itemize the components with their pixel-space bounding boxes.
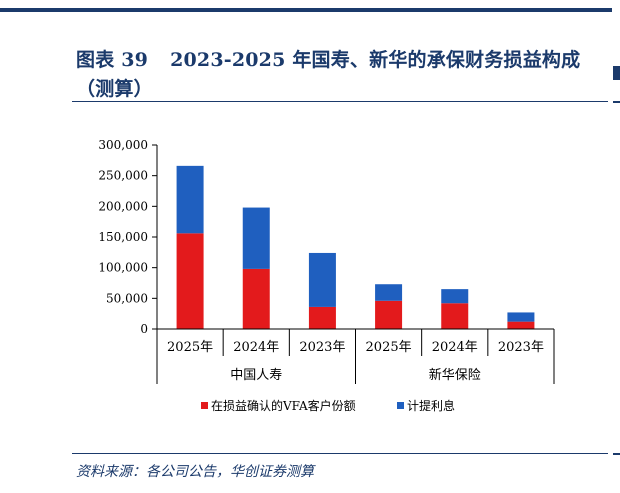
figure-label: 图表 39	[76, 49, 149, 71]
chart-legend: 在损益确认的VFA客户份额 计提利息	[201, 398, 455, 413]
source-note: 资料来源：各公司公告，华创证券测算	[76, 464, 314, 480]
bar-segment	[242, 268, 270, 329]
x-tick-label: 2024年	[233, 340, 279, 355]
y-tick-label: 50,000	[106, 291, 148, 305]
bar-segment	[176, 233, 204, 329]
y-tick-label: 200,000	[98, 199, 148, 213]
bar-segment	[308, 306, 336, 329]
top-rule	[0, 8, 612, 12]
bar-segment	[507, 321, 535, 329]
title-rule	[72, 101, 608, 102]
x-tick-label: 2024年	[432, 340, 478, 355]
y-tick-label: 300,000	[98, 138, 148, 152]
legend-label: 在损益确认的VFA客户份额	[211, 398, 356, 413]
bar-segment	[441, 303, 469, 329]
y-tick-label: 0	[140, 322, 148, 336]
legend-swatch	[201, 402, 208, 409]
y-tick-label: 250,000	[98, 169, 148, 183]
adjacent-page-mark	[613, 66, 620, 80]
footer-rule	[72, 453, 608, 454]
x-group-label: 新华保险	[429, 367, 481, 383]
y-tick-label: 150,000	[98, 230, 148, 244]
bar-segment	[308, 252, 336, 307]
chart-bars	[176, 165, 535, 329]
y-tick-label: 100,000	[98, 261, 148, 275]
bar-segment	[441, 289, 469, 304]
bar-segment	[176, 165, 204, 234]
legend-swatch	[397, 402, 404, 409]
figure-title: 2023-2025 年国寿、新华的承保财务损益构成（测算）	[76, 49, 581, 100]
adjacent-page-rule	[613, 101, 620, 103]
chart-title: 图表 39 2023-2025 年国寿、新华的承保财务损益构成（测算）	[76, 46, 596, 104]
adjacent-page-rule	[613, 453, 620, 455]
bar-segment	[507, 312, 535, 322]
x-group-label: 中国人寿	[230, 368, 282, 383]
bar-segment	[375, 300, 403, 329]
y-axis-ticks: 0 50,000 100,000 150,000 200,000 250,000 300,0…	[98, 138, 157, 336]
x-tick-label: 2023年	[299, 340, 345, 355]
bar-segment	[242, 207, 270, 269]
legend-label: 计提利息	[407, 398, 455, 413]
x-tick-label: 2025年	[366, 340, 412, 355]
bar-segment	[375, 284, 403, 301]
x-tick-label: 2023年	[498, 340, 544, 355]
x-tick-label: 2025年	[167, 340, 213, 355]
